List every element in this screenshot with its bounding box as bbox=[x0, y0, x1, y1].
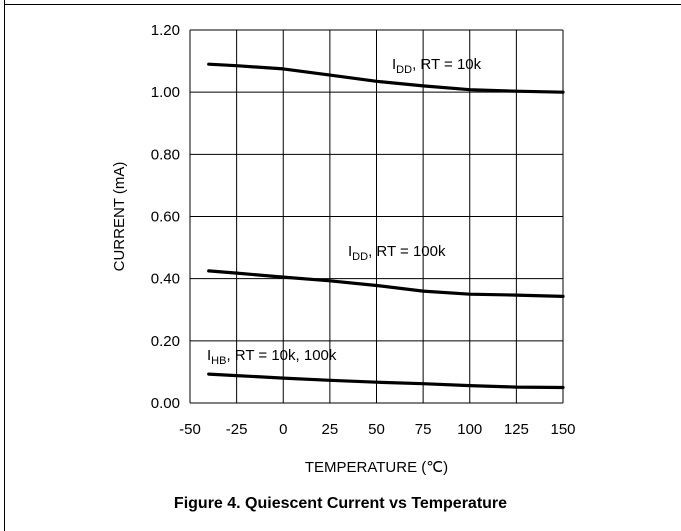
x-tick-label: 100 bbox=[457, 421, 482, 438]
y-tick-label: 0.00 bbox=[151, 395, 180, 412]
series-annotation: IDD, RT = 100k bbox=[348, 243, 446, 263]
chart: 0.00 0.20 0.40 0.60 0.80 1.00 1.20 -50 -25 0 25 50 7… bbox=[111, 22, 576, 476]
x-tick-label: 50 bbox=[368, 421, 385, 438]
figure-caption: Figure 4. Quiescent Current vs Temperatu… bbox=[173, 495, 508, 512]
y-tick-label: 1.20 bbox=[151, 22, 180, 39]
y-tick-label: 0.80 bbox=[151, 146, 180, 163]
series-annotation: IHB, RT = 10k, 100k bbox=[207, 347, 337, 367]
y-tick-label: 0.60 bbox=[151, 209, 180, 226]
x-tick-label: 150 bbox=[550, 421, 575, 438]
x-tick-label: 25 bbox=[322, 421, 339, 438]
series-line bbox=[207, 62, 565, 94]
x-tick-label: 0 bbox=[279, 421, 287, 438]
y-tick-label: 0.40 bbox=[151, 271, 180, 288]
x-tick-label: -25 bbox=[226, 421, 248, 438]
x-tick-label: 125 bbox=[504, 421, 529, 438]
series-line bbox=[207, 269, 565, 298]
y-axis-label: CURRENT (mA) bbox=[111, 162, 128, 272]
frame-top-border bbox=[4, 4, 681, 5]
y-tick-label: 1.00 bbox=[151, 84, 180, 101]
frame-left-border bbox=[4, 0, 5, 531]
series-annotation: IDD, RT = 10k bbox=[392, 56, 482, 76]
x-axis-label: TEMPERATURE (℃) bbox=[305, 459, 448, 476]
series-line bbox=[207, 372, 565, 390]
x-tick-label: 75 bbox=[415, 421, 432, 438]
y-tick-label: 0.20 bbox=[151, 333, 180, 350]
x-tick-label: -50 bbox=[179, 421, 201, 438]
